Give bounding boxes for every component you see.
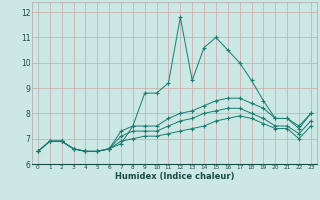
X-axis label: Humidex (Indice chaleur): Humidex (Indice chaleur): [115, 172, 234, 181]
